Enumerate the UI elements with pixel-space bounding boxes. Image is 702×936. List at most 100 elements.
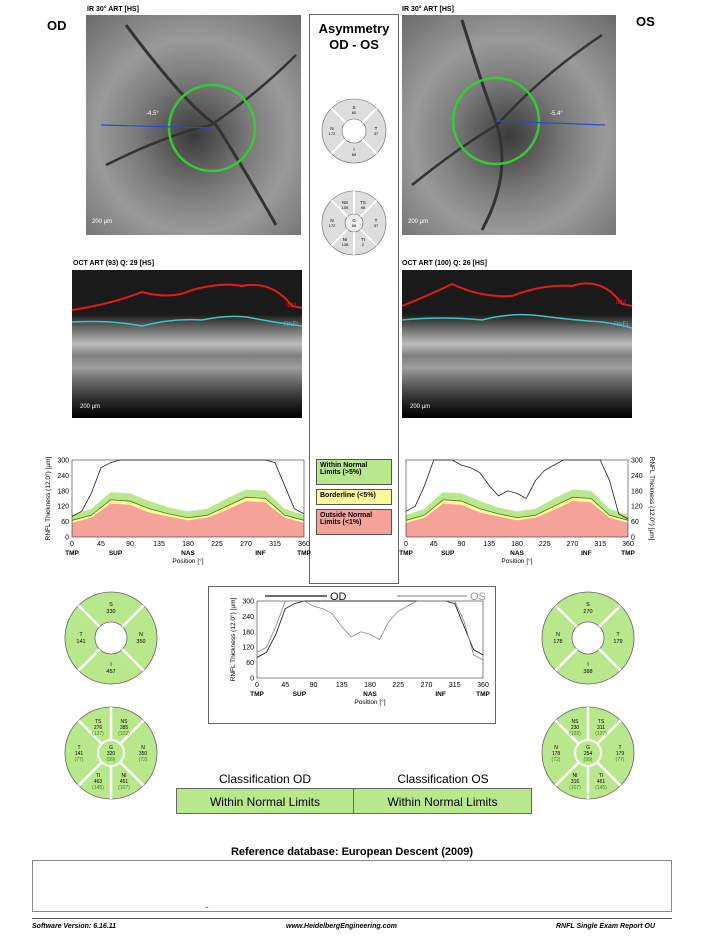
x-tick-label: 0: [404, 541, 408, 548]
svg-text:NI: NI: [573, 773, 578, 779]
plot-frame: [405, 459, 629, 538]
svg-text:270: 270: [583, 609, 592, 615]
oct-os-ilm: ILM: [616, 300, 627, 306]
svg-text:(99): (99): [107, 757, 116, 763]
svg-text:179: 179: [616, 751, 625, 757]
x-tick-label: 135: [153, 541, 165, 548]
svg-text:172: 172: [329, 223, 336, 228]
svg-text:T: T: [79, 632, 83, 638]
svg-text:I: I: [587, 662, 589, 668]
svg-text:NI: NI: [122, 773, 127, 779]
svg-text:G: G: [352, 218, 356, 223]
svg-text:254: 254: [584, 751, 593, 757]
svg-text:(72): (72): [552, 757, 561, 763]
os-label: OS: [636, 14, 655, 29]
svg-text:(99): (99): [584, 757, 593, 763]
x-tick-label: 135: [336, 682, 348, 689]
svg-text:(77): (77): [75, 757, 84, 763]
classification-os-value: Within Normal Limits: [353, 788, 532, 814]
svg-text:330: 330: [106, 609, 115, 615]
svg-text:N: N: [139, 632, 143, 638]
footer-website: www.HeidelbergEngineering.com: [286, 923, 397, 930]
svg-text:G: G: [586, 745, 590, 751]
svg-text:N: N: [141, 745, 145, 751]
svg-text:276: 276: [94, 725, 103, 731]
svg-text:69: 69: [352, 152, 357, 157]
sector-label: TMP: [476, 691, 490, 698]
sector-label: TMP: [65, 550, 79, 557]
ir-od-angle: -4.5°: [146, 111, 159, 117]
svg-text:NS: NS: [121, 719, 129, 725]
svg-text:388: 388: [583, 669, 592, 675]
ir-od-image: -4.5° 200 µm: [86, 15, 301, 235]
oct-od-rnfl: RNFL: [284, 322, 300, 328]
x-axis-label: Position [°]: [354, 698, 385, 706]
ir-os-image: -5.4° 200 µm: [402, 15, 616, 235]
svg-text:179: 179: [613, 639, 622, 645]
svg-text:TI: TI: [361, 237, 365, 242]
thickness-line: [405, 459, 629, 520]
svg-text:NS: NS: [342, 200, 348, 205]
svg-text:451: 451: [120, 779, 129, 785]
x-tick-label: 270: [567, 541, 579, 548]
y-tick-label: 180: [631, 488, 643, 495]
svg-text:(102): (102): [569, 731, 581, 737]
svg-text:(137): (137): [92, 731, 104, 737]
sector-label: INF: [581, 550, 592, 557]
y-tick-label: 240: [631, 473, 643, 480]
sector-label: NAS: [510, 550, 524, 557]
svg-text:(107): (107): [569, 785, 581, 791]
x-tick-label: 225: [392, 682, 404, 689]
sector-label: TMP: [621, 550, 635, 557]
rnfl-graph-os: 0 60 120 180 240 300 0 45 90 135 180 225 270 315 360 TM…: [399, 457, 656, 565]
x-tick-label: 90: [126, 541, 134, 548]
normative-mean-line: [71, 496, 305, 521]
svg-text:37: 37: [374, 131, 379, 136]
svg-text:(107): (107): [118, 785, 130, 791]
x-tick-label: 45: [97, 541, 105, 548]
svg-text:TI: TI: [599, 773, 603, 779]
svg-text:TS: TS: [360, 200, 366, 205]
y-tick-label: 180: [57, 488, 69, 495]
svg-text:141: 141: [75, 751, 84, 757]
classification-od-value: Within Normal Limits: [176, 788, 354, 814]
ir-od-title: IR 30° ART [HS]: [87, 6, 139, 13]
oct-od-scale: 200 µm: [80, 404, 101, 410]
svg-text:(137): (137): [595, 731, 607, 737]
svg-text:457: 457: [106, 669, 115, 675]
footer-report-name: RNFL Single Exam Report OU: [556, 923, 656, 930]
legend-od: OD: [330, 591, 347, 603]
oct-od-ilm: ILM: [286, 303, 297, 309]
oct-od-image: ILM RNFL 200 µm: [72, 270, 302, 418]
oct-os-rnfl: RNFL: [614, 322, 630, 328]
y-axis-label: RNFL Thickness (12.0°) [µm]: [648, 457, 656, 541]
svg-text:N: N: [556, 632, 560, 638]
x-tick-label: 135: [483, 541, 495, 548]
svg-text:I: I: [353, 147, 354, 152]
svg-text:37: 37: [374, 223, 379, 228]
oct-os-scale: 200 µm: [410, 404, 431, 410]
x-tick-label: 45: [281, 682, 289, 689]
svg-text:T: T: [616, 632, 620, 638]
os-quadrant-circle: S 270 N 178 T 179 I 388: [541, 591, 635, 685]
svg-text:G: G: [109, 745, 113, 751]
x-tick-label: 360: [622, 541, 634, 548]
svg-text:178: 178: [552, 751, 561, 757]
svg-text:155: 155: [342, 205, 349, 210]
svg-text:N: N: [330, 126, 333, 131]
od-label: OD: [47, 18, 67, 33]
normative-mean-line: [405, 496, 629, 521]
svg-text:I: I: [110, 662, 112, 668]
svg-text:S: S: [586, 602, 590, 608]
rnfl-compare-graph: 0 60 120 180 240 300 0 45 90 135 180 225 270 315 360 TM…: [229, 591, 491, 706]
svg-text:(77): (77): [616, 757, 625, 763]
svg-text:230: 230: [571, 725, 580, 731]
sector-label: SUP: [109, 550, 123, 557]
svg-text:(102): (102): [118, 731, 130, 737]
x-tick-label: 315: [594, 541, 606, 548]
x-tick-label: 0: [70, 541, 74, 548]
thickness-line: [71, 459, 305, 517]
x-tick-label: 360: [477, 682, 489, 689]
svg-text:60: 60: [352, 110, 357, 115]
footer-rule: [32, 918, 672, 919]
